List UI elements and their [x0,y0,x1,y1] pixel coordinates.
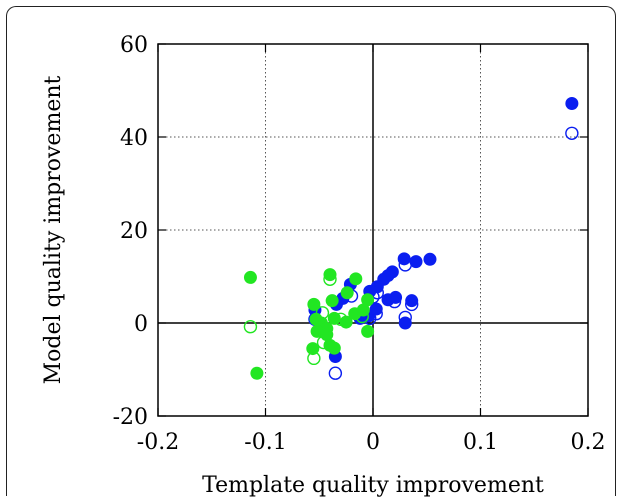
data-points [243,97,579,380]
x-axis-label: Template quality improvement [202,473,544,498]
y-tick-label: 0 [134,312,148,337]
x-tick-label: 0.2 [571,430,606,455]
data-point-open [369,307,383,321]
data-point-open [328,366,343,380]
x-tick-labels: -0.2 -0.1 0 0.1 0.2 [137,430,606,455]
data-point-filled [307,297,321,311]
data-point-open [398,310,412,325]
data-point-filled [405,294,419,308]
data-point-open [307,351,321,366]
data-point-open [387,294,402,309]
data-point-open [398,258,412,272]
x-tick-label: -0.2 [137,430,179,455]
data-point-open [316,335,331,350]
data-point-open [565,126,579,140]
x-tick-label: -0.1 [244,430,286,455]
data-point-open [323,272,337,286]
chart-frame [6,6,616,496]
y-tick-label: 60 [120,33,148,58]
data-point-filled [323,268,337,282]
data-point-filled [565,97,579,111]
data-point-filled [325,294,339,308]
y-tick-label: 40 [120,126,148,151]
y-tick-label: -20 [113,405,148,430]
data-point-open [315,306,330,320]
data-point-filled [349,272,363,286]
data-point-filled [340,286,354,300]
data-point-filled [320,328,334,342]
x-tick-label: 0 [366,430,380,455]
data-point-filled [250,366,264,380]
y-axis-label: Model quality improvement [41,75,66,384]
data-point-open [370,286,384,300]
data-point-filled [361,293,375,307]
data-point-filled [243,270,257,284]
data-point-filled [369,302,383,316]
data-point-open [355,309,369,324]
data-point-open [334,312,348,326]
data-point-filled [361,324,375,338]
data-point-open [243,320,258,334]
data-point-filled [323,338,337,352]
y-tick-label: 20 [120,219,148,244]
data-point-filled [306,342,320,356]
data-point-filled [409,255,423,269]
tick-marks [157,43,589,417]
y-tick-labels: -20 0 20 40 60 [113,33,148,430]
x-tick-label: 0.1 [463,430,498,455]
data-point-open [405,297,419,312]
data-point-filled [423,252,437,266]
